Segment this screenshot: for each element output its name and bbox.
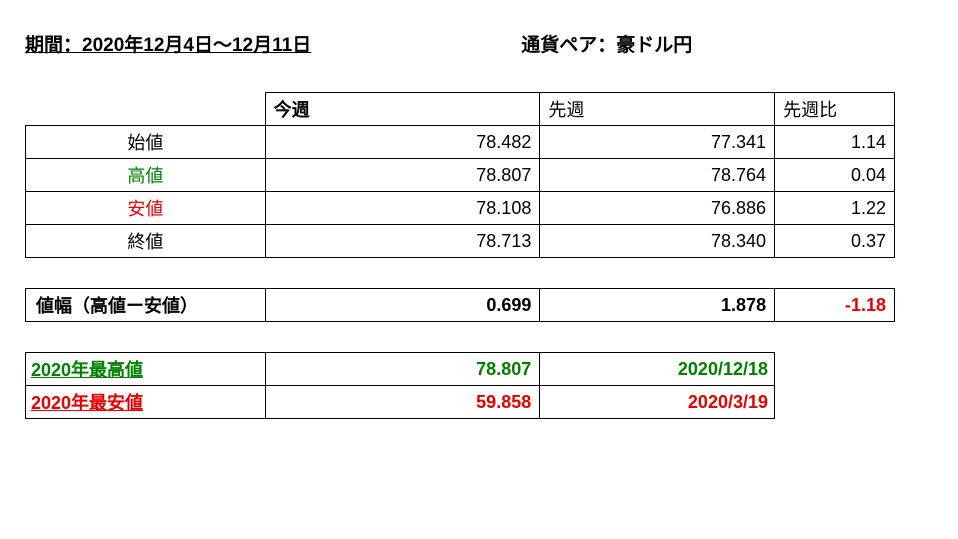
cell-value: 76.886 — [540, 192, 775, 225]
table-row: 始値 78.482 77.341 1.14 — [26, 126, 895, 159]
year-high-date: 2020/12/18 — [540, 353, 775, 386]
col-prev-week: 先週 — [540, 93, 775, 126]
year-low-value: 59.858 — [265, 386, 540, 419]
cell-value: 1.22 — [775, 192, 895, 225]
table-row: 安値 78.108 76.886 1.22 — [26, 192, 895, 225]
cell-value: 78.713 — [265, 225, 540, 258]
range-table: 値幅（高値ー安値） 0.699 1.878 -1.18 — [25, 288, 895, 322]
cell-value: 0.37 — [775, 225, 895, 258]
year-low-date: 2020/3/19 — [540, 386, 775, 419]
cell-value: 78.482 — [265, 126, 540, 159]
range-this-week: 0.699 — [265, 289, 540, 322]
col-diff: 先週比 — [775, 93, 895, 126]
header-row: 期間：2020年12月4日～12月11日 通貨ペア：豪ドル円 — [25, 30, 933, 57]
cell-value: 0.04 — [775, 159, 895, 192]
price-table: 今週 先週 先週比 始値 78.482 77.341 1.14 高値 78.80… — [25, 92, 895, 258]
year-high-row: 2020年最高値 78.807 2020/12/18 — [26, 353, 775, 386]
cell-value: 77.341 — [540, 126, 775, 159]
year-low-row: 2020年最安値 59.858 2020/3/19 — [26, 386, 775, 419]
cell-value: 78.807 — [265, 159, 540, 192]
year-low-label: 2020年最安値 — [26, 386, 266, 419]
table-row: 高値 78.807 78.764 0.04 — [26, 159, 895, 192]
empty-header — [26, 93, 266, 126]
table-header-row: 今週 先週 先週比 — [26, 93, 895, 126]
range-prev-week: 1.878 — [540, 289, 775, 322]
row-label-low: 安値 — [26, 192, 266, 225]
range-diff: -1.18 — [775, 289, 895, 322]
range-label: 値幅（高値ー安値） — [26, 289, 266, 322]
range-row: 値幅（高値ー安値） 0.699 1.878 -1.18 — [26, 289, 895, 322]
col-this-week: 今週 — [265, 93, 540, 126]
row-label-open: 始値 — [26, 126, 266, 159]
cell-value: 1.14 — [775, 126, 895, 159]
table-row: 終値 78.713 78.340 0.37 — [26, 225, 895, 258]
year-table: 2020年最高値 78.807 2020/12/18 2020年最安値 59.8… — [25, 352, 775, 419]
row-label-close: 終値 — [26, 225, 266, 258]
period-label: 期間：2020年12月4日～12月11日 — [25, 30, 311, 57]
cell-value: 78.108 — [265, 192, 540, 225]
currency-pair-label: 通貨ペア：豪ドル円 — [521, 30, 692, 57]
row-label-high: 高値 — [26, 159, 266, 192]
cell-value: 78.764 — [540, 159, 775, 192]
year-high-label: 2020年最高値 — [26, 353, 266, 386]
year-high-value: 78.807 — [265, 353, 540, 386]
cell-value: 78.340 — [540, 225, 775, 258]
